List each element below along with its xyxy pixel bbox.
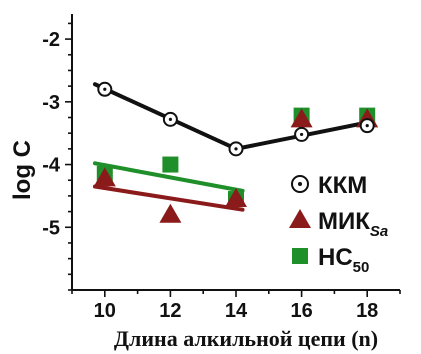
marker-dot xyxy=(300,132,304,137)
fit-line-hc50 xyxy=(92,161,245,193)
legend: ККМ МИКSa НС50 xyxy=(289,172,388,276)
y-axis-label: log C xyxy=(9,140,36,200)
legend-label: МИКSa xyxy=(318,208,388,240)
legend-label: ККМ xyxy=(318,172,367,199)
legend-item-hc50: НС50 xyxy=(292,244,369,276)
fit-line-mic xyxy=(92,184,245,212)
y-tick-label: -3 xyxy=(42,92,60,114)
data-point-kkm xyxy=(359,118,375,134)
data-point-mic xyxy=(93,167,116,187)
x-tick-label: 16 xyxy=(290,300,312,322)
marker-dot xyxy=(103,87,107,91)
y-tick-label: -4 xyxy=(42,155,61,177)
marker-dot xyxy=(365,124,369,128)
data-point-kkm xyxy=(228,141,244,157)
data-point-mic xyxy=(159,203,182,223)
y-tick-label: -2 xyxy=(42,29,60,51)
data-markers xyxy=(93,81,379,223)
data-point-kkm xyxy=(294,126,310,142)
legend-marker-dot xyxy=(298,182,302,186)
legend-label: НС50 xyxy=(318,244,369,276)
data-point-hc50 xyxy=(162,156,179,173)
legend-item-mic: МИКSa xyxy=(289,208,388,240)
legend-item-kkm: ККМ xyxy=(291,172,367,199)
legend-subscript: 50 xyxy=(353,259,370,276)
x-tick-label: 12 xyxy=(159,300,181,322)
legend-marker xyxy=(289,209,311,228)
marker-dot xyxy=(234,147,238,151)
data-point-kkm xyxy=(97,81,113,97)
x-tick-label: 18 xyxy=(356,300,378,322)
x-tick-label: 14 xyxy=(225,300,248,322)
data-point-kkm xyxy=(162,111,178,127)
tick-labels: -2 -3 -4 -5 10 12 14 16 18 xyxy=(42,29,378,322)
marker-dot xyxy=(168,117,172,121)
legend-marker xyxy=(292,248,308,264)
x-axis-label: Длина алкильной цепи (n) xyxy=(114,326,378,351)
legend-subscript: Sa xyxy=(370,223,388,240)
axes-layer xyxy=(65,14,401,297)
x-tick-label: 10 xyxy=(94,300,116,322)
data-point-mic xyxy=(290,108,313,128)
data-point-mic xyxy=(225,188,247,208)
y-tick-label: -5 xyxy=(42,217,60,239)
